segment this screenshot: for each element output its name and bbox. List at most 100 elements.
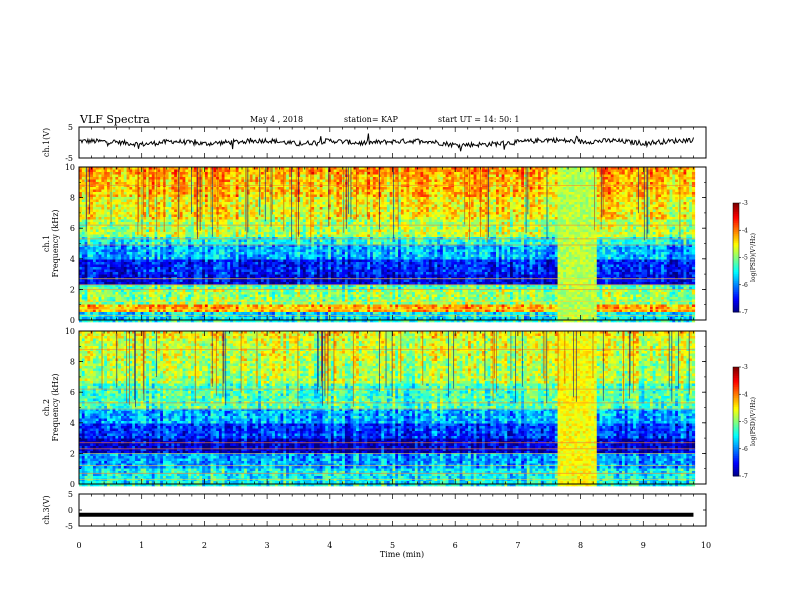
spectrogram-cell — [171, 180, 174, 183]
spectrogram-cell — [401, 185, 404, 188]
spectrogram-cell — [418, 175, 421, 178]
spectrogram-cell — [530, 172, 533, 175]
spectrogram-cell — [166, 175, 169, 178]
spectrogram-cell — [476, 170, 479, 173]
spectrogram-cell — [507, 170, 510, 173]
spectrogram-cell — [219, 175, 222, 178]
spectrogram-cell — [566, 175, 569, 178]
spectrogram-cell — [331, 177, 334, 180]
spectrogram-cell — [462, 182, 465, 185]
spectrogram-cell — [129, 182, 132, 185]
spectrogram-cell — [628, 182, 631, 185]
spectrogram-cell — [208, 172, 211, 175]
spectrogram-cell — [336, 170, 339, 173]
spectrogram-cell — [401, 175, 404, 178]
spectrogram-cell — [101, 182, 104, 185]
spectrogram-cell — [572, 175, 575, 178]
spectrogram-cell — [101, 185, 104, 188]
spectrogram-cell — [650, 182, 653, 185]
spectrogram-cell — [451, 177, 454, 180]
spectrogram-cell — [446, 185, 449, 188]
spectrogram-cell — [370, 177, 373, 180]
spectrogram-cell — [381, 177, 384, 180]
spectrogram-cell — [253, 172, 256, 175]
spectrogram-cell — [611, 177, 614, 180]
spectrogram-cell — [412, 175, 415, 178]
spectrogram-cell — [99, 185, 102, 188]
spectrogram-cell — [334, 185, 337, 188]
spectrogram-cell — [653, 177, 656, 180]
spectrogram-cell — [577, 172, 580, 175]
spectrogram-cell — [474, 175, 477, 178]
spectrogram-cell — [622, 180, 625, 183]
spectrogram-cell — [686, 175, 689, 178]
spectrogram-cell — [406, 185, 409, 188]
spectrogram-cell — [230, 175, 233, 178]
spectrogram-cell — [605, 172, 608, 175]
spectrogram-cell — [82, 185, 85, 188]
spectrogram-cell — [239, 172, 242, 175]
spectrogram-cell — [448, 182, 451, 185]
spectrogram-cell — [499, 182, 502, 185]
spectrogram-cell — [331, 175, 334, 178]
spectrogram-cell — [423, 177, 426, 180]
spectrogram-cell — [661, 172, 664, 175]
spectrogram-cell — [591, 172, 594, 175]
spectrogram-cell — [174, 185, 177, 188]
spectrogram-cell — [222, 182, 225, 185]
spectrogram-cell — [513, 175, 516, 178]
spectrogram-cell — [415, 172, 418, 175]
spectrogram-cell — [121, 182, 124, 185]
spectrogram-cell — [454, 177, 457, 180]
spectrogram-cell — [664, 175, 667, 178]
spectrogram-cell — [149, 170, 152, 173]
spectrogram-cell — [225, 175, 228, 178]
spectrogram-cell — [384, 185, 387, 188]
spectrogram-cell — [440, 177, 443, 180]
spectrogram-cell — [619, 180, 622, 183]
spectrogram-cell — [230, 177, 233, 180]
spectrogram-cell — [681, 177, 684, 180]
spectrogram-cell — [471, 177, 474, 180]
spectrogram-cell — [675, 170, 678, 173]
spectrogram-cell — [409, 180, 412, 183]
spectrogram-cell — [104, 180, 107, 183]
spectrogram-cell — [160, 170, 163, 173]
spectrogram-cell — [306, 177, 309, 180]
spectrogram-cell — [555, 180, 558, 183]
start-time-label: start UT = 14: 50: 1 — [438, 115, 519, 124]
spectrogram-cell — [362, 185, 365, 188]
spectrogram-cell — [460, 180, 463, 183]
spectrogram-cell — [440, 185, 443, 188]
spectrogram-cell — [362, 177, 365, 180]
spectrogram-cell — [583, 177, 586, 180]
spectrogram-cell — [404, 172, 407, 175]
spectrogram-cell — [521, 185, 524, 188]
spectrogram-cell — [614, 182, 617, 185]
spectrogram-cell — [538, 185, 541, 188]
spectrogram-cell — [334, 177, 337, 180]
spectrogram-cell — [499, 180, 502, 183]
spectrogram-cell — [563, 185, 566, 188]
spectrogram-cell — [558, 177, 561, 180]
spectrogram-cell — [107, 170, 110, 173]
spectrogram-cell — [113, 177, 116, 180]
spectrogram-cell — [507, 177, 510, 180]
spectrogram-cell — [451, 175, 454, 178]
spectrogram-cell — [250, 180, 253, 183]
spectrogram-cell — [566, 177, 569, 180]
spectrogram-cell — [392, 185, 395, 188]
spectrogram-cell — [152, 182, 155, 185]
spectrogram-cell — [241, 180, 244, 183]
spectrogram-cell — [460, 177, 463, 180]
spectrogram-cell — [171, 172, 174, 175]
spectrogram-cell — [300, 182, 303, 185]
spectrogram-cell — [124, 185, 127, 188]
spectrogram-cell — [541, 170, 544, 173]
spectrogram-cell — [558, 172, 561, 175]
spectrogram-cell — [174, 170, 177, 173]
spectrogram-cell — [281, 170, 284, 173]
spectrogram-cell — [656, 170, 659, 173]
spectrogram-cell — [429, 170, 432, 173]
spectrogram-cell — [160, 172, 163, 175]
